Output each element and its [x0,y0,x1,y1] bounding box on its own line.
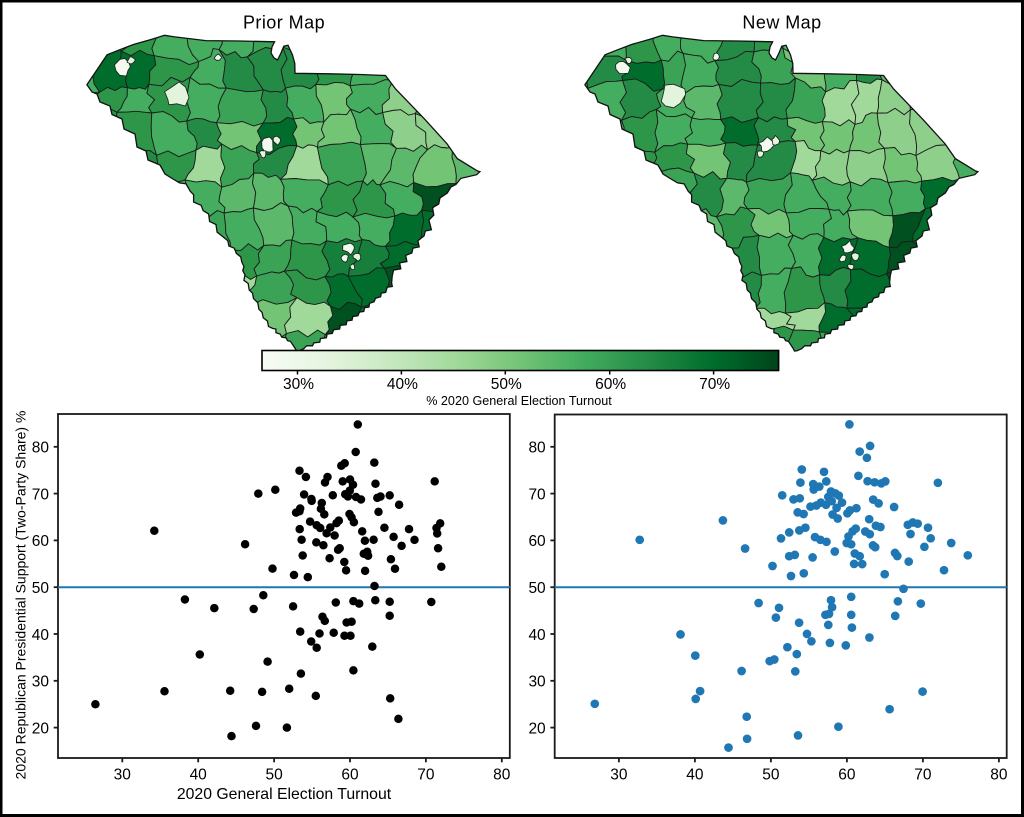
svg-text:80: 80 [493,767,511,784]
svg-text:70: 70 [528,486,546,503]
svg-text:80: 80 [528,440,546,457]
svg-text:% 2020 General Election Turnou: % 2020 General Election Turnout [426,394,612,408]
svg-text:50%: 50% [491,376,522,393]
svg-text:60%: 60% [595,376,626,393]
svg-text:80: 80 [990,767,1008,784]
svg-text:2020 General Election Turnout: 2020 General Election Turnout [177,786,392,803]
svg-text:40: 40 [32,627,50,644]
svg-text:20: 20 [32,720,50,737]
svg-text:80: 80 [32,440,50,457]
svg-text:70: 70 [417,767,435,784]
svg-text:70: 70 [32,486,50,503]
svg-text:30: 30 [528,674,546,691]
svg-text:50: 50 [32,580,50,597]
svg-text:20: 20 [528,720,546,737]
svg-text:Prior Map: Prior Map [243,13,325,33]
svg-text:2020 Republican Presidential S: 2020 Republican Presidential Support (Tw… [13,411,29,780]
svg-text:60: 60 [32,533,50,550]
svg-text:70%: 70% [699,376,730,393]
svg-text:30: 30 [32,674,50,691]
svg-text:New Map: New Map [742,13,821,33]
svg-text:40: 40 [190,767,208,784]
svg-text:30%: 30% [283,376,314,393]
svg-text:40: 40 [686,767,704,784]
svg-text:40: 40 [528,627,546,644]
svg-text:50: 50 [762,767,780,784]
svg-text:40%: 40% [387,376,418,393]
svg-text:60: 60 [341,767,359,784]
svg-text:30: 30 [114,767,132,784]
svg-text:50: 50 [528,580,546,597]
svg-text:30: 30 [610,767,628,784]
svg-text:60: 60 [528,533,546,550]
svg-text:70: 70 [914,767,932,784]
svg-text:50: 50 [265,767,283,784]
svg-text:60: 60 [838,767,856,784]
